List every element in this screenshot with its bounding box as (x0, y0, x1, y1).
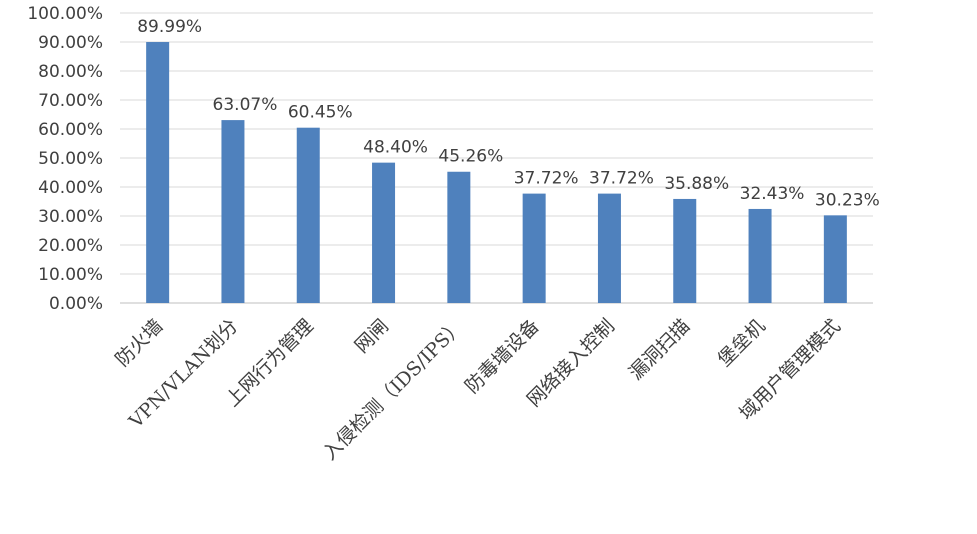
x-tick-label: 网闸 (351, 315, 393, 357)
y-axis-ticks: 0.00% 10.00% 20.00% 30.00% 40.00% 50.00% 60.00… (27, 4, 103, 314)
bar (748, 208, 772, 303)
bar (447, 171, 471, 303)
data-labels: 89.99% 63.07% 60.45% 48.40% 45.26% 37.72% 37.7… (137, 17, 880, 210)
bar (372, 162, 396, 303)
bar (146, 42, 170, 304)
y-tick-label: 70.00% (38, 91, 103, 111)
y-tick-label: 90.00% (38, 33, 103, 53)
x-tick-label: 入侵检测（IDS/IPS） (319, 315, 469, 465)
x-tick-label: 防毒墙设备 (461, 315, 544, 398)
data-label: 45.26% (438, 147, 503, 167)
bar (823, 215, 847, 303)
data-label: 30.23% (815, 190, 880, 210)
x-tick-label: 堡垒机 (714, 315, 770, 371)
y-tick-label: 50.00% (38, 149, 103, 169)
y-tick-label: 30.00% (38, 207, 103, 227)
bar (296, 127, 320, 303)
y-tick-label: 10.00% (38, 265, 103, 285)
gridlines (120, 12, 873, 304)
y-tick-label: 0.00% (49, 294, 103, 314)
y-tick-label: 40.00% (38, 178, 103, 198)
bar (522, 193, 546, 303)
data-label: 37.72% (589, 169, 654, 189)
data-label: 48.40% (363, 138, 428, 158)
y-tick-label: 20.00% (38, 236, 103, 256)
data-label: 60.45% (288, 103, 353, 123)
x-tick-label: 漏洞扫描 (625, 315, 694, 384)
y-tick-label: 60.00% (38, 120, 103, 140)
y-tick-label: 80.00% (38, 62, 103, 82)
y-tick-label: 100.00% (27, 4, 103, 24)
bar (673, 198, 697, 303)
x-tick-label: 防火墙 (111, 315, 167, 371)
bar (597, 193, 621, 303)
bar (221, 120, 245, 303)
data-label: 32.43% (740, 184, 805, 204)
data-label: 35.88% (664, 174, 729, 194)
data-label: 37.72% (514, 169, 579, 189)
bars (146, 42, 847, 304)
data-label: 89.99% (137, 17, 202, 37)
data-label: 63.07% (213, 95, 278, 115)
